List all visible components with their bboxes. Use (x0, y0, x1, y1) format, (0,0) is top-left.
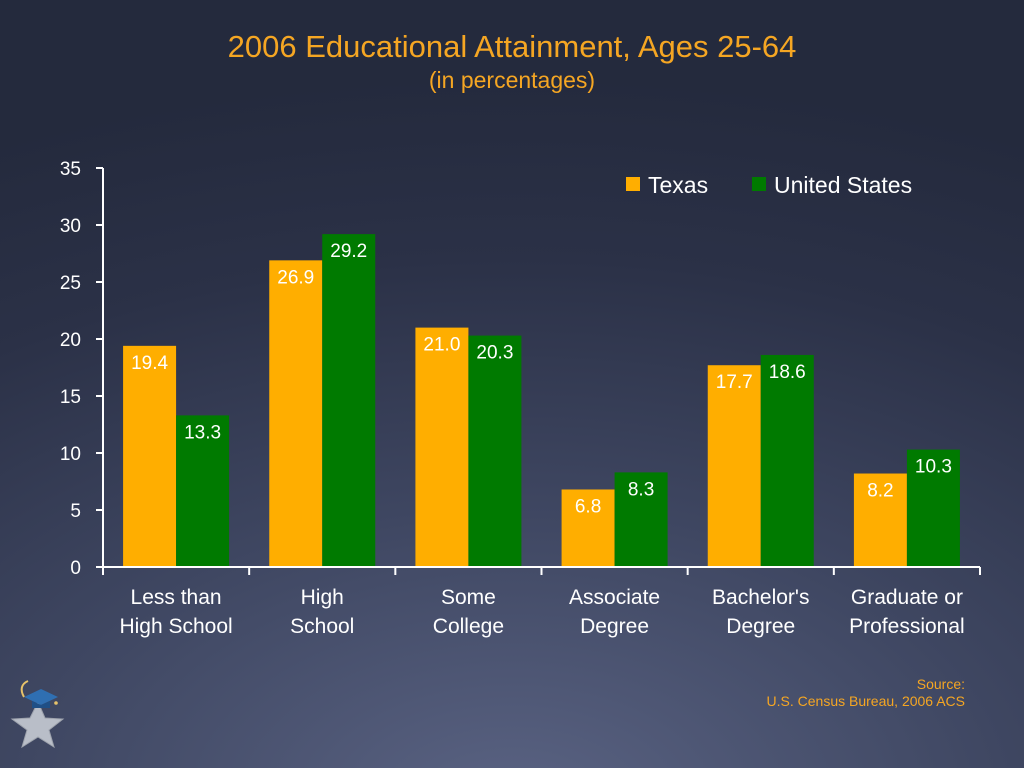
y-tick-label: 0 (70, 558, 81, 579)
chart-title: 2006 Educational Attainment, Ages 25-64 (227, 29, 797, 64)
bar-united-states-4 (760, 354, 814, 567)
bar-united-states-0 (176, 415, 230, 567)
bar-texas-3 (561, 489, 615, 567)
bar-united-states-3 (614, 472, 668, 567)
data-label: 8.3 (628, 479, 654, 500)
data-label: 17.7 (716, 372, 753, 393)
x-tick-label-line: High School (119, 615, 232, 638)
x-tick-label: Graduate or Professional (849, 586, 965, 638)
data-label: 18.6 (769, 362, 806, 383)
y-tick-label: 25 (60, 273, 81, 294)
x-tick-label: Some College (433, 586, 504, 638)
x-tick-label-line: Some (441, 586, 496, 609)
legend-label-united-states: United States (774, 172, 912, 198)
chart-subtitle: (in percentages) (428, 67, 596, 93)
x-tick-label-line: Graduate or (851, 586, 963, 609)
x-tick-label-line: High (301, 586, 344, 609)
y-tick-label: 5 (70, 501, 81, 522)
x-tick-label-line: Degree (580, 615, 649, 638)
bar-texas-4 (707, 365, 761, 567)
x-tick-label: High School (290, 586, 354, 638)
data-label: 10.3 (915, 457, 952, 478)
y-tick-label: 15 (60, 387, 81, 408)
source-label: Source: (916, 676, 965, 692)
x-tick-label-line: Degree (726, 615, 795, 638)
x-tick-label: Associate Degree (569, 586, 660, 638)
x-tick-label: Bachelor's Degree (712, 586, 809, 638)
bar-united-states-2 (468, 335, 522, 567)
y-tick-label: 35 (60, 159, 81, 180)
legend-swatch-texas (626, 177, 640, 191)
data-label: 13.3 (184, 422, 221, 443)
x-tick-label-line: Professional (849, 615, 965, 638)
data-label: 29.2 (330, 241, 367, 262)
y-tick-label: 30 (60, 216, 81, 237)
data-label: 20.3 (476, 343, 513, 364)
data-label: 26.9 (277, 267, 314, 288)
x-tick-label: Less than High School (119, 586, 232, 638)
bar-texas-0 (123, 345, 177, 567)
legend-label-texas: Texas (648, 172, 708, 198)
x-tick-label-line: Bachelor's (712, 586, 809, 609)
data-label: 21.0 (423, 335, 460, 356)
x-tick-label-line: College (433, 615, 504, 638)
data-label: 19.4 (131, 353, 168, 374)
title-block: 2006 Educational Attainment, Ages 25-64 … (0, 28, 1024, 94)
bar-texas-1 (269, 260, 323, 567)
bar-texas-5 (853, 473, 907, 567)
bar-united-states-5 (906, 449, 960, 567)
x-tick-label-line: School (290, 615, 354, 638)
y-tick-label: 20 (60, 330, 81, 351)
legend-swatch-united-states (752, 177, 766, 191)
x-tick-label-line: Less than (131, 586, 222, 609)
source-text: U.S. Census Bureau, 2006 ACS (766, 693, 965, 709)
y-tick-label: 10 (60, 444, 81, 465)
source-note: Source: U.S. Census Bureau, 2006 ACS (767, 676, 965, 710)
bar-united-states-1 (322, 234, 376, 567)
data-label: 6.8 (575, 496, 601, 517)
star-with-graduation-cap-icon (8, 678, 70, 755)
data-label: 8.2 (867, 481, 893, 502)
x-tick-label-line: Associate (569, 586, 660, 609)
bar-texas-2 (415, 327, 469, 567)
